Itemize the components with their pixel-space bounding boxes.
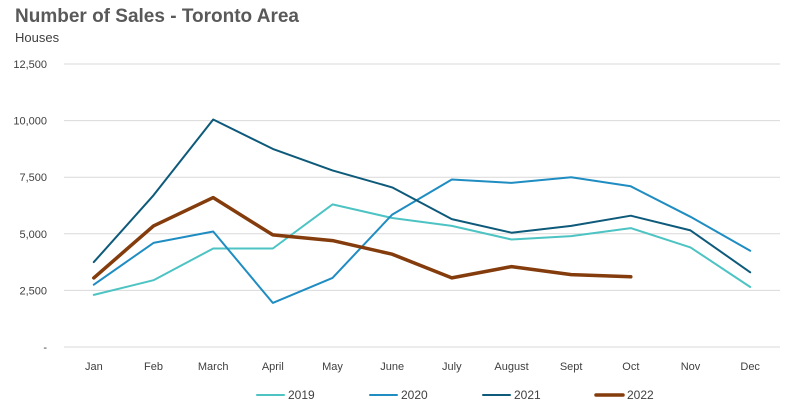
y-tick-label: 10,000	[13, 116, 47, 128]
legend-label-2022: 2022	[627, 388, 654, 402]
chart-title: Number of Sales - Toronto Area	[15, 6, 299, 27]
x-tick-label: Jan	[85, 361, 103, 373]
series-line-2020	[92, 176, 752, 304]
legend-label-2019: 2019	[288, 388, 315, 402]
x-tick-label: June	[380, 361, 404, 373]
x-tick-label: April	[262, 361, 284, 373]
series-line-2022	[92, 195, 633, 280]
gridlines	[64, 63, 780, 348]
y-tick-label: -	[43, 342, 47, 354]
x-tick-label: August	[494, 361, 528, 373]
x-tick-label: July	[442, 361, 462, 373]
legend-label-2021: 2021	[514, 388, 541, 402]
x-tick-label: Dec	[740, 361, 760, 373]
series-line-2021	[92, 118, 752, 274]
x-tick-label: Sept	[560, 361, 583, 373]
legend: 2019 2020 2021 2022	[256, 388, 654, 402]
y-tick-label: 12,500	[13, 59, 47, 71]
y-tick-label: 7,500	[19, 172, 47, 184]
series-line-2019	[92, 203, 752, 296]
x-tick-label: Feb	[144, 361, 163, 373]
series-lines	[92, 118, 752, 304]
legend-label-2020: 2020	[401, 388, 428, 402]
x-tick-label: Oct	[622, 361, 639, 373]
y-axis: - 2,500 5,000 7,500 10,000 12,500	[13, 59, 47, 354]
y-tick-label: 2,500	[19, 285, 47, 297]
x-tick-label: Nov	[681, 361, 701, 373]
x-tick-label: March	[198, 361, 229, 373]
x-tick-label: May	[322, 361, 343, 373]
y-tick-label: 5,000	[19, 229, 47, 241]
x-axis: Jan Feb March April May June July August Sept Oct…	[85, 361, 760, 373]
chart-subtitle: Houses	[15, 30, 60, 45]
